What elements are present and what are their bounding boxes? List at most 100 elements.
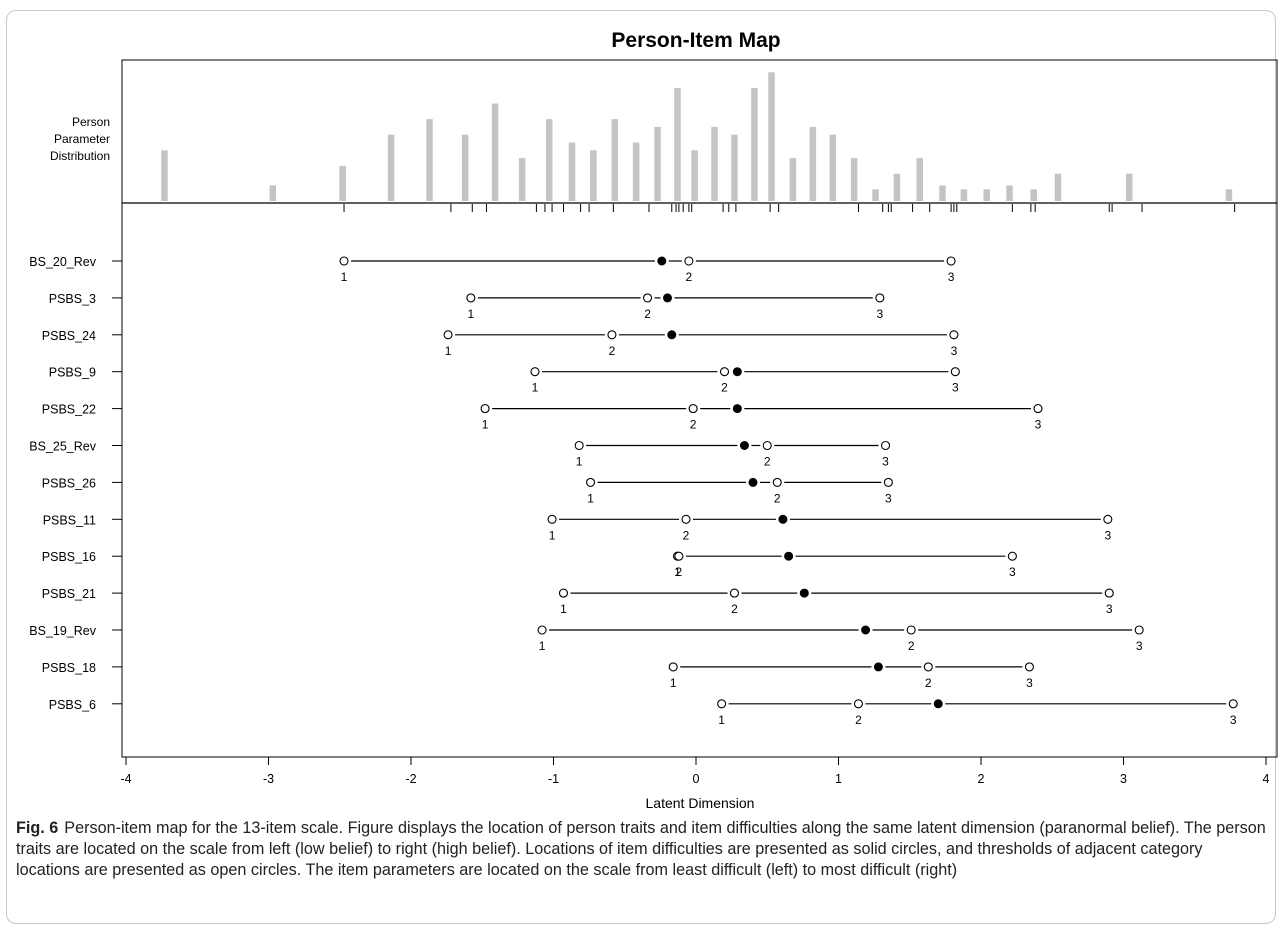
x-tick-label: -2 (405, 772, 416, 786)
histogram-label-line: Parameter (54, 132, 110, 146)
threshold-label: 2 (731, 602, 738, 616)
threshold-point (1104, 588, 1114, 598)
x-tick-label: 1 (835, 772, 842, 786)
histogram-bar (518, 158, 526, 201)
histogram-bar (426, 119, 433, 201)
threshold-label: 3 (1009, 565, 1016, 579)
histogram-bar (809, 126, 817, 201)
threshold-label: 1 (539, 639, 546, 653)
threshold-point (729, 588, 740, 598)
histogram-label-line: Person (72, 115, 110, 129)
histogram-bar (461, 134, 469, 201)
threshold-point (949, 330, 959, 340)
threshold-point (339, 256, 349, 266)
threshold-point (607, 330, 617, 340)
item-row: PSBS_26 1 2 3 (42, 476, 893, 505)
threshold-point (530, 367, 540, 377)
threshold-label: 3 (882, 455, 889, 469)
x-tick-label: 0 (693, 772, 700, 786)
item-row: PSBS_24 1 2 3 (42, 329, 959, 358)
threshold-label: 2 (609, 344, 616, 358)
item-label: PSBS_24 (42, 329, 96, 343)
item-location-point (748, 477, 758, 487)
item-row: PSBS_22 1 2 3 (42, 403, 1043, 432)
x-tick-label: 2 (978, 772, 985, 786)
histogram-bar (829, 134, 837, 201)
threshold-label: 1 (576, 455, 583, 469)
threshold-point (1007, 551, 1017, 561)
x-tick-label: 4 (1263, 772, 1270, 786)
x-tick-label: -4 (120, 772, 131, 786)
histogram-bar (711, 126, 718, 201)
histogram-bar (545, 119, 553, 201)
histogram-bar (916, 158, 923, 201)
histogram-bar (960, 189, 968, 201)
threshold-label: 3 (952, 381, 959, 395)
threshold-label: 3 (948, 270, 955, 284)
item-location-point (933, 699, 943, 709)
item-row: PSBS_9 1 2 3 (49, 366, 960, 395)
item-row: PSBS_3 1 2 3 (49, 292, 885, 321)
figure-caption-label: Fig. 6 (16, 819, 59, 837)
threshold-label: 3 (1230, 713, 1237, 727)
x-axis: -4 -3 -2 -1 0 1 2 3 4 (120, 756, 1270, 786)
threshold-point (1033, 404, 1043, 414)
item-label: PSBS_21 (42, 587, 96, 601)
threshold-point (950, 367, 960, 377)
histogram-bar (161, 150, 168, 201)
histogram-bar (850, 158, 858, 201)
threshold-point (946, 256, 956, 266)
threshold-label: 2 (908, 639, 915, 653)
histogram-bar (339, 165, 346, 201)
threshold-label: 2 (644, 307, 651, 321)
threshold-point (466, 293, 476, 303)
threshold-label: 1 (482, 418, 489, 432)
threshold-point (674, 551, 684, 561)
histogram-bar (731, 134, 738, 201)
x-tick-label: -3 (263, 772, 274, 786)
threshold-label: 1 (445, 344, 452, 358)
histogram-bar (872, 189, 879, 201)
threshold-point (1134, 625, 1144, 635)
histogram-bar (691, 150, 698, 201)
x-axis-label: Latent Dimension (646, 795, 755, 811)
histogram-bar (1054, 173, 1062, 201)
histogram-bar (568, 142, 576, 201)
threshold-label: 2 (676, 565, 683, 579)
chart-title: Person-Item Map (611, 29, 780, 52)
histogram-label-line: Distribution (50, 149, 110, 163)
histogram-bar (893, 173, 901, 201)
threshold-point (684, 256, 694, 266)
item-location-point (739, 441, 749, 450)
x-tick-label: 3 (1120, 772, 1127, 786)
threshold-label: 3 (1026, 676, 1033, 690)
threshold-point (923, 662, 933, 672)
histogram-bar (269, 185, 277, 201)
threshold-point (717, 699, 727, 709)
item-label: PSBS_6 (49, 698, 96, 712)
histogram-bar (1125, 173, 1133, 201)
threshold-label: 2 (925, 676, 932, 690)
threshold-label: 3 (885, 491, 892, 505)
histogram-bars (161, 72, 1233, 201)
item-row: BS_25_Rev 1 2 3 (29, 440, 891, 469)
figure-caption-text: Person-item map for the 13-item scale. F… (16, 819, 1266, 879)
threshold-point (668, 662, 678, 672)
threshold-point (480, 404, 490, 414)
threshold-label: 2 (855, 713, 862, 727)
threshold-point (681, 514, 691, 524)
threshold-label: 1 (670, 676, 677, 690)
histogram-label: Person Parameter Distribution (50, 115, 110, 163)
item-label: PSBS_3 (49, 292, 96, 306)
item-label: BS_19_Rev (29, 624, 96, 638)
item-label: PSBS_18 (42, 661, 96, 675)
histogram-bar (632, 142, 640, 201)
threshold-label: 3 (876, 307, 883, 321)
plot-area (121, 59, 1278, 758)
item-row: BS_19_Rev 1 2 3 (29, 624, 1144, 653)
threshold-point (883, 477, 893, 487)
x-tick-label: -1 (548, 772, 559, 786)
histogram-bar (768, 72, 775, 201)
histogram-bar (983, 189, 990, 201)
threshold-label: 3 (1035, 418, 1042, 432)
